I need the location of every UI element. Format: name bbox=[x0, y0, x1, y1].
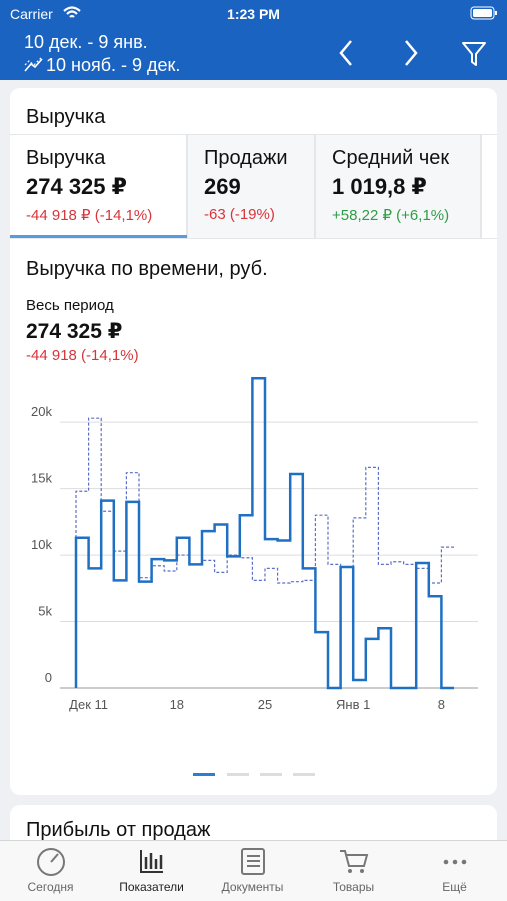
summary-label: Весь период bbox=[26, 297, 114, 314]
tab-documents[interactable]: Документы bbox=[202, 845, 303, 894]
y-tick-label: 20k bbox=[31, 404, 52, 419]
y-tick-label: 0 bbox=[45, 670, 52, 685]
divider bbox=[10, 238, 497, 239]
y-tick-label: 5k bbox=[38, 604, 52, 619]
chart: 0 5k 10k 15k 20k Дек 11 18 25 Янв 1 8 bbox=[31, 377, 478, 712]
tab-label: Сегодня bbox=[27, 880, 74, 894]
tab-metrics[interactable]: Показатели bbox=[101, 845, 202, 894]
card-title: Выручка bbox=[26, 106, 106, 128]
x-tick-label: 8 bbox=[438, 697, 445, 712]
compare-icon bbox=[24, 56, 43, 72]
tab-revenue[interactable]: Выручка 274 325 ₽ -44 918 ₽ (-14,1%) bbox=[10, 135, 188, 238]
battery-icon bbox=[470, 6, 497, 20]
tab-label: Ещё bbox=[442, 880, 467, 894]
tab-today[interactable]: Сегодня bbox=[0, 845, 101, 894]
period[interactable]: 10 дек. - 9 янв. bbox=[24, 32, 148, 52]
tab-goods[interactable]: Товары bbox=[303, 845, 404, 894]
tab-value: 1 019,8 ₽ bbox=[332, 174, 427, 199]
x-tick-label: 18 bbox=[170, 697, 184, 712]
x-tick-label: Янв 1 bbox=[336, 697, 370, 712]
tab-value: 274 325 ₽ bbox=[26, 174, 127, 199]
icon bbox=[339, 850, 368, 873]
wifi-icon bbox=[63, 6, 81, 18]
step-line bbox=[75, 417, 454, 688]
tab-value: 269 bbox=[204, 174, 241, 199]
compare-period[interactable]: 10 нояб. - 9 дек. bbox=[46, 55, 181, 75]
x-tick-label: Дек 11 bbox=[69, 697, 108, 712]
tab-label: Продажи bbox=[204, 147, 288, 169]
pager-dots bbox=[193, 773, 315, 776]
step-line bbox=[74, 377, 454, 690]
tab-label: Выручка bbox=[26, 147, 106, 169]
tab-delta: -63 (-19%) bbox=[204, 206, 275, 223]
icon bbox=[139, 850, 163, 873]
divider bbox=[10, 134, 497, 135]
time: 1:23 PM bbox=[227, 6, 280, 22]
active-indicator bbox=[10, 235, 187, 238]
chart-title: Выручка по времени, руб. bbox=[26, 258, 268, 280]
carrier: Carrier bbox=[10, 6, 53, 22]
tab-avg-check[interactable]: Средний чек 1 019,8 ₽ +58,22 ₽ (+6,1%) bbox=[316, 135, 482, 238]
icon bbox=[443, 859, 466, 865]
summary-value: 274 325 ₽ bbox=[26, 320, 123, 343]
y-tick-label: 15k bbox=[31, 471, 52, 486]
tab-label: Средний чек bbox=[332, 147, 450, 169]
prev-button[interactable] bbox=[335, 38, 359, 68]
tab-label: Товары bbox=[332, 880, 375, 894]
tab-sales[interactable]: Продажи 269 -63 (-19%) bbox=[188, 135, 316, 238]
filter-button[interactable] bbox=[460, 40, 488, 68]
x-tick-label: 25 bbox=[258, 697, 272, 712]
tab-label: Показатели bbox=[119, 880, 184, 894]
tab-label: Документы bbox=[221, 880, 284, 894]
tab-more[interactable]: Ещё bbox=[404, 845, 505, 894]
icon bbox=[240, 848, 265, 875]
icon bbox=[36, 848, 65, 876]
header: Carrier 1:23 PM 10 дек. - 9 янв. 10 нояб… bbox=[0, 0, 507, 80]
card-title: Прибыль от продаж bbox=[26, 819, 211, 841]
next-button[interactable] bbox=[398, 38, 422, 68]
y-tick-label: 10k bbox=[31, 537, 52, 552]
tab-delta: +58,22 ₽ (+6,1%) bbox=[332, 207, 450, 224]
tab-bar: Сегодня Показатели Документы Товары Ещё bbox=[0, 840, 507, 901]
summary-delta: -44 918 (-14,1%) bbox=[26, 347, 139, 364]
tab-delta: -44 918 ₽ (-14,1%) bbox=[26, 207, 153, 224]
